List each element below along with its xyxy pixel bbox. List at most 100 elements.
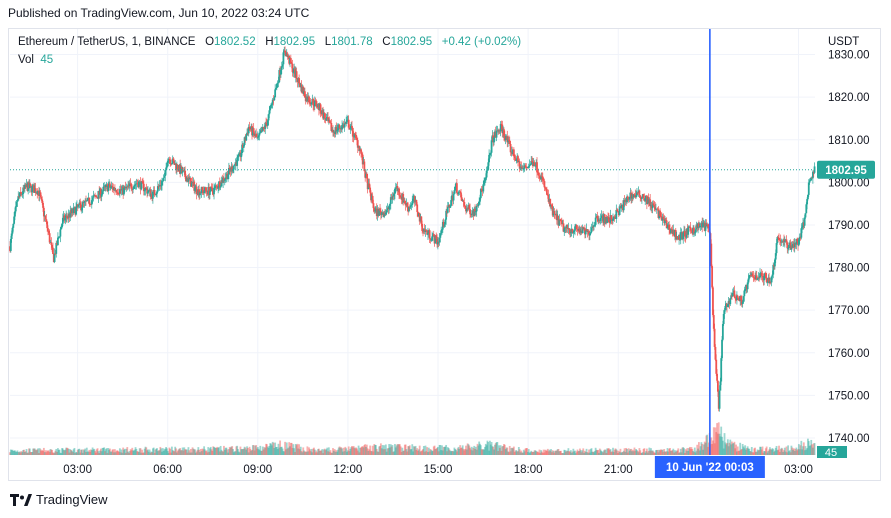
candle-body xyxy=(356,140,359,148)
candle-body xyxy=(776,237,779,244)
volume-bar xyxy=(305,451,308,455)
candle-body xyxy=(133,186,135,189)
candle-body xyxy=(787,247,790,249)
volume-bar xyxy=(696,444,699,455)
candle-body xyxy=(503,129,505,136)
volume-bar xyxy=(91,447,94,455)
candle-body xyxy=(245,135,248,141)
volume-bar xyxy=(637,452,640,455)
volume-bar xyxy=(680,452,683,455)
y-tick-label: 1800.00 xyxy=(828,177,870,189)
volume-bar xyxy=(558,451,561,455)
candle-body xyxy=(596,215,599,219)
candle-body xyxy=(269,106,272,111)
candle-body xyxy=(224,177,227,180)
volume-bar xyxy=(315,450,318,455)
candle-body xyxy=(280,66,283,70)
volume-bar xyxy=(812,443,815,455)
volume-bar xyxy=(12,450,15,455)
volume-bar xyxy=(181,447,184,455)
volume-key[interactable]: Vol xyxy=(18,54,34,66)
candle-body xyxy=(689,227,692,231)
candle-body xyxy=(275,88,277,90)
symbol-label[interactable]: Ethereum / TetherUS, 1, BINANCE xyxy=(18,36,196,48)
volume-bar xyxy=(469,447,471,455)
volume-bar xyxy=(617,450,620,455)
volume-bar xyxy=(726,443,728,455)
candle-body xyxy=(797,239,800,246)
candle-body xyxy=(760,272,763,276)
volume-bar xyxy=(492,446,495,455)
volume-bar xyxy=(742,446,745,455)
volume-bar xyxy=(556,449,559,455)
volume-bar xyxy=(678,452,680,455)
tradingview-logo[interactable]: TradingView xyxy=(10,492,108,507)
volume-bar xyxy=(123,448,126,455)
volume-bar xyxy=(36,449,39,455)
candle-body xyxy=(394,188,396,194)
volume-bar xyxy=(522,452,524,455)
volume-bar xyxy=(316,452,319,455)
volume-bar xyxy=(217,447,220,455)
candle-body xyxy=(538,175,541,178)
candle-body xyxy=(724,305,727,310)
candle-body xyxy=(48,233,51,243)
volume-bar xyxy=(520,450,523,455)
volume-bar xyxy=(769,449,772,455)
volume-bar xyxy=(396,444,399,455)
chart-frame[interactable] xyxy=(8,28,881,481)
candle-body xyxy=(379,209,381,211)
candle-body xyxy=(274,89,277,98)
candle-body xyxy=(679,232,682,241)
volume-bar xyxy=(165,447,168,455)
volume-bar xyxy=(625,447,628,455)
volume-legend: Vol 45 xyxy=(18,54,53,66)
volume-bar xyxy=(383,445,386,455)
volume-bar xyxy=(381,445,384,455)
candle-body xyxy=(95,196,98,198)
volume-bar xyxy=(351,447,354,455)
currency-label[interactable]: USDT xyxy=(828,36,860,48)
volume-bar xyxy=(92,449,95,455)
candle-body xyxy=(259,132,262,134)
volume-bar xyxy=(241,449,244,455)
volume-bar xyxy=(147,451,150,455)
volume-bar xyxy=(361,446,364,455)
volume-bar xyxy=(763,451,766,455)
candle-body xyxy=(361,154,364,165)
volume-bar xyxy=(527,451,529,455)
volume-bar xyxy=(764,448,767,455)
candle-body xyxy=(698,223,700,228)
candle-body xyxy=(101,191,104,195)
volume-bar xyxy=(157,450,160,455)
volume-bar xyxy=(289,446,291,455)
volume-bar xyxy=(137,452,140,455)
volume-bar xyxy=(80,449,82,455)
candle-body xyxy=(434,235,437,244)
volume-bar xyxy=(455,451,458,455)
volume-bar xyxy=(649,450,652,455)
volume-bar xyxy=(279,440,282,455)
volume-bar xyxy=(380,448,383,455)
volume-bar xyxy=(344,446,347,455)
candle-body xyxy=(21,194,24,195)
volume-bar xyxy=(733,441,736,455)
volume-bar xyxy=(504,449,507,455)
volume-bar xyxy=(555,450,557,455)
candle-body xyxy=(246,132,248,136)
candle-body xyxy=(109,187,112,189)
candle-body xyxy=(142,183,145,192)
volume-bar xyxy=(702,444,705,455)
volume-bar xyxy=(762,452,765,455)
volume-bar xyxy=(24,451,27,455)
candle-body xyxy=(723,309,726,314)
volume-bar xyxy=(543,452,546,455)
candle-body xyxy=(45,219,48,222)
volume-bar xyxy=(57,448,59,455)
candle-body xyxy=(94,195,96,196)
candle-body xyxy=(495,130,498,138)
volume-bar xyxy=(525,448,528,455)
volume-bar xyxy=(448,449,451,455)
candle-body xyxy=(80,207,83,211)
